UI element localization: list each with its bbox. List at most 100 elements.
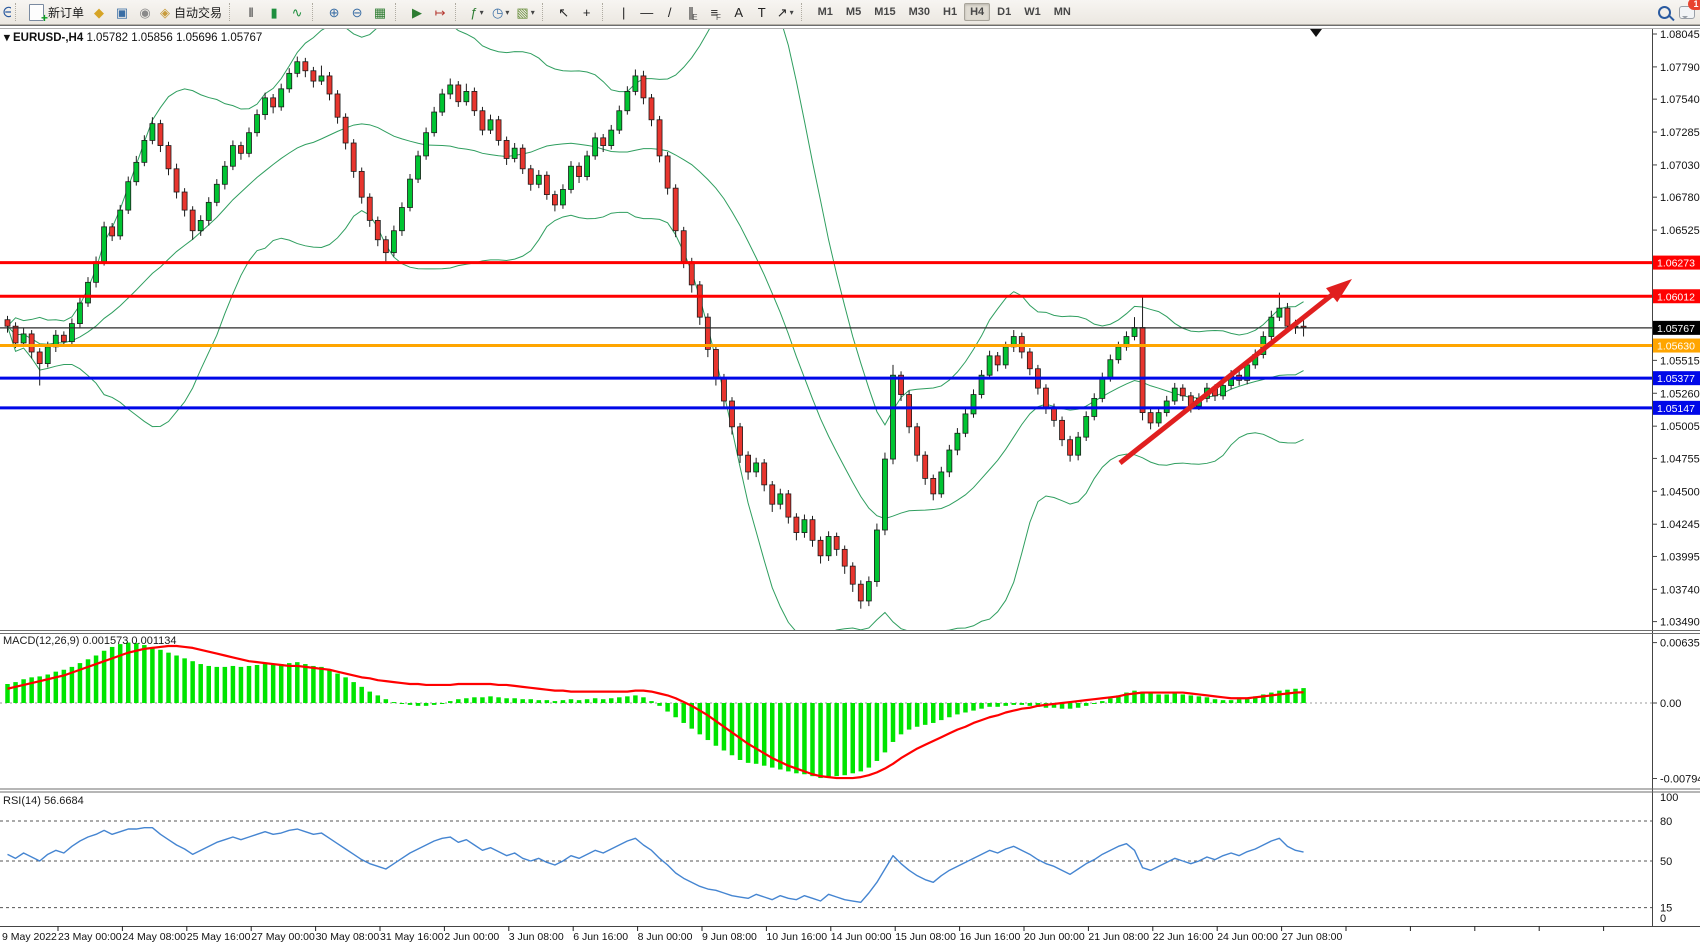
macd-histogram-bar bbox=[1100, 701, 1105, 703]
macd-histogram-bar bbox=[963, 703, 968, 713]
macd-pane: MACD(12,26,9) 0.001573 0.001134 0.006359 0… bbox=[0, 635, 1700, 786]
timeframe-button-mn[interactable]: MN bbox=[1048, 3, 1077, 21]
signal-icon[interactable]: ◉ bbox=[134, 2, 156, 23]
macd-histogram-bar bbox=[552, 701, 558, 703]
macd-histogram-bar bbox=[1196, 696, 1202, 703]
cursor-icon[interactable]: ↖ bbox=[553, 2, 575, 23]
trend-arrow-line[interactable] bbox=[1118, 289, 1338, 465]
arrows-tool-icon[interactable]: ↗ ▾ bbox=[774, 2, 797, 23]
trendline-icon[interactable]: / bbox=[659, 2, 681, 23]
auto-trading-button[interactable]: ◈ 自动交易 bbox=[157, 2, 225, 23]
terminal-icon[interactable]: ▣ bbox=[111, 2, 133, 23]
zoom-in-icon[interactable]: ⊕ bbox=[323, 2, 345, 23]
macd-histogram-bar bbox=[407, 703, 413, 705]
bar-chart-icon[interactable]: ‖ bbox=[240, 2, 262, 23]
macd-histogram-bar bbox=[914, 703, 920, 727]
macd-histogram-bar bbox=[472, 697, 477, 703]
hline-price-label-bg bbox=[1653, 400, 1700, 415]
timeframe-button-h4[interactable]: H4 bbox=[964, 3, 991, 21]
equidistant-channel-icon[interactable]: ∥ E bbox=[682, 2, 704, 23]
hline-price-label: 1.05630 bbox=[1657, 341, 1695, 353]
chart-area[interactable]: 1.06273 1.06012 1.05767 1.05630 1.05377 1.051… bbox=[0, 25, 1700, 945]
periods-icon-glyph: ◷ bbox=[492, 4, 504, 20]
timeframe-button-m15[interactable]: M15 bbox=[868, 3, 901, 21]
templates-button[interactable]: ▧ ▾ bbox=[513, 2, 537, 23]
candle-up bbox=[447, 84, 454, 95]
timeframe-button-d1[interactable]: D1 bbox=[991, 3, 1017, 21]
crosshair-icon[interactable]: + bbox=[576, 2, 598, 23]
horizontal-lines[interactable]: 1.06273 1.06012 1.05767 1.05630 1.05377 1.051… bbox=[0, 255, 1700, 415]
candle-up bbox=[93, 261, 99, 283]
macd-histogram-bar bbox=[890, 703, 896, 742]
candle-down bbox=[455, 84, 462, 103]
trend-arrow[interactable] bbox=[1118, 279, 1352, 465]
rsi-line bbox=[7, 826, 1304, 904]
macd-histogram-bar bbox=[600, 699, 606, 703]
candle-up bbox=[1099, 377, 1106, 399]
candle-up bbox=[986, 355, 993, 376]
indicators-button[interactable]: ƒ ▾ bbox=[466, 2, 488, 23]
chat-button[interactable]: 1 bbox=[1676, 0, 1700, 23]
candle-up bbox=[463, 91, 470, 103]
candle-up bbox=[205, 201, 212, 221]
toolbar-separator bbox=[229, 3, 236, 21]
chart-shift-marker[interactable] bbox=[1310, 29, 1322, 37]
macd-histogram-bar bbox=[480, 697, 485, 703]
macd-histogram-bar bbox=[174, 655, 179, 703]
timeframe-button-m5[interactable]: M5 bbox=[840, 3, 867, 21]
fibonacci-icon[interactable]: ≡ F bbox=[705, 2, 727, 23]
time-tick-label: 15 Jun 08:00 bbox=[895, 931, 956, 943]
macd-histogram-bar bbox=[1003, 703, 1008, 706]
vertical-line-icon[interactable]: | bbox=[613, 2, 635, 23]
macd-histogram-bar bbox=[246, 665, 252, 703]
macd-histogram-bar bbox=[898, 703, 904, 735]
macd-histogram-bar bbox=[955, 703, 960, 715]
macd-histogram-bar bbox=[625, 696, 630, 703]
candlestick-chart-icon[interactable]: ▮ bbox=[263, 2, 285, 23]
timeframe-button-w1[interactable]: W1 bbox=[1018, 3, 1047, 21]
macd-axis-label: 0.006359 bbox=[1660, 638, 1700, 650]
candle-up bbox=[125, 181, 132, 211]
candle-down bbox=[109, 226, 116, 237]
chart-shift-icon[interactable]: ↦ bbox=[429, 2, 451, 23]
price-tick-label: 1.07285 bbox=[1660, 127, 1700, 139]
candle-up bbox=[1220, 385, 1226, 397]
macd-histogram-bar bbox=[1261, 694, 1266, 703]
timeframe-button-m1[interactable]: M1 bbox=[812, 3, 839, 21]
line-chart-icon[interactable]: ∿ bbox=[286, 2, 308, 23]
chart-background bbox=[0, 26, 1700, 945]
macd-histogram-bar bbox=[415, 703, 421, 706]
tile-windows-icon[interactable]: ▦ bbox=[369, 2, 391, 23]
macd-histogram-bar bbox=[351, 682, 356, 703]
price-tick-label: 1.05515 bbox=[1660, 355, 1700, 367]
text-label-icon[interactable]: T bbox=[751, 2, 773, 23]
macd-histogram-bar bbox=[931, 703, 936, 723]
macd-histogram-bar bbox=[1156, 694, 1161, 703]
candle-down bbox=[342, 116, 349, 144]
time-tick-label: 24 Jun 00:00 bbox=[1217, 931, 1278, 943]
candle-down bbox=[1284, 307, 1291, 327]
candle-up bbox=[294, 61, 301, 74]
price-tick-label: 1.03740 bbox=[1660, 584, 1700, 596]
macd-histogram-bar bbox=[238, 666, 244, 703]
timeframe-button-h1[interactable]: H1 bbox=[937, 3, 963, 21]
line-chart-icon-glyph: ∿ bbox=[291, 4, 303, 20]
text-icon[interactable]: A bbox=[728, 2, 750, 23]
new-order-button[interactable]: 新订单 bbox=[26, 2, 87, 25]
periods-button[interactable]: ◷ ▾ bbox=[489, 2, 512, 23]
timeframe-button-m30[interactable]: M30 bbox=[903, 3, 936, 21]
macd-histogram-bar bbox=[198, 664, 203, 703]
macd-histogram-bar bbox=[69, 666, 75, 703]
search-button[interactable] bbox=[1653, 2, 1675, 23]
time-tick-label: 3 Jun 08:00 bbox=[509, 931, 564, 943]
macd-histogram-bar bbox=[303, 664, 308, 703]
macd-label: MACD(12,26,9) 0.001573 0.001134 bbox=[3, 635, 176, 647]
rsi-pane: RSI(14) 56.6684 100 80 50 150 bbox=[0, 792, 1678, 925]
zoom-out-icon[interactable]: ⊖ bbox=[346, 2, 368, 23]
auto-scroll-icon[interactable]: ▶ bbox=[406, 2, 428, 23]
macd-histogram-bar bbox=[1083, 703, 1089, 706]
horizontal-line-icon[interactable]: — bbox=[636, 2, 658, 23]
chart-color-icon[interactable]: ◆ bbox=[88, 2, 110, 23]
text-icon-glyph: A bbox=[734, 4, 744, 20]
candle-down bbox=[36, 351, 43, 364]
